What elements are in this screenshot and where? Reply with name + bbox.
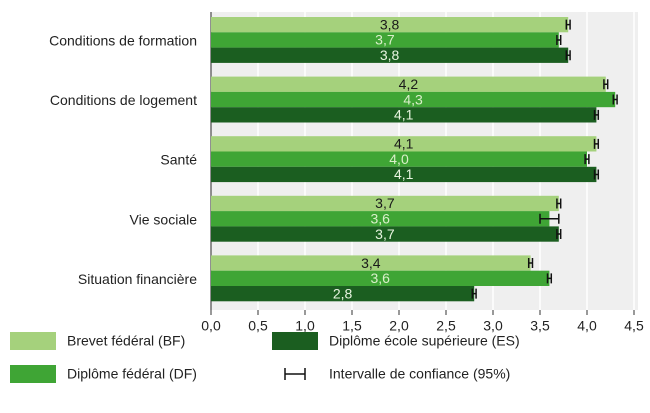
- value-label: 3,4: [361, 255, 381, 271]
- value-label: 3,7: [375, 226, 395, 242]
- error-bar: [593, 169, 600, 180]
- legend-label: Diplôme école supérieure (ES): [329, 333, 520, 349]
- value-label: 4,1: [394, 136, 414, 152]
- error-bar: [556, 198, 562, 209]
- error-bar: [603, 79, 609, 90]
- bar: [211, 151, 587, 167]
- category-label: Situation financière: [78, 271, 197, 287]
- error-bar: [593, 109, 600, 120]
- bar: [211, 255, 531, 271]
- value-label: 4,3: [403, 91, 423, 107]
- value-label: 4,2: [399, 76, 419, 92]
- value-label: 3,8: [380, 47, 400, 63]
- error-bar: [546, 273, 553, 284]
- error-bar: [527, 258, 534, 269]
- x-tick-label: 3,5: [530, 318, 550, 334]
- bar: [211, 166, 597, 183]
- error-bar: [565, 19, 571, 30]
- bar: [211, 91, 616, 108]
- legend-label: Diplôme fédéral (DF): [67, 366, 197, 382]
- error-bar: [593, 138, 600, 149]
- x-tick-label: 1,5: [342, 318, 362, 334]
- x-tick-label: 4,0: [577, 318, 597, 334]
- error-bar: [584, 154, 590, 165]
- legend-swatch: [272, 332, 318, 350]
- value-label: 3,7: [375, 195, 395, 211]
- legend-label: Brevet fédéral (BF): [67, 333, 185, 349]
- x-tick-label: 2,0: [389, 318, 409, 334]
- value-label: 3,7: [375, 32, 395, 48]
- value-label: 4,1: [394, 107, 414, 123]
- bar: [211, 107, 597, 123]
- error-bar: [539, 213, 560, 224]
- error-bar: [471, 288, 477, 299]
- category-label: Conditions de formation: [49, 33, 197, 49]
- value-label: 3,8: [380, 16, 400, 32]
- category-label: Conditions de logement: [50, 92, 197, 108]
- bar: [211, 32, 559, 48]
- category-label: Santé: [160, 152, 197, 168]
- bar: [211, 226, 559, 242]
- value-label: 4,1: [394, 166, 414, 182]
- bar: [211, 195, 559, 212]
- x-tick-label: 1,0: [295, 318, 315, 334]
- bar: [211, 211, 550, 227]
- error-bar: [612, 94, 618, 105]
- legend-swatch: [10, 332, 56, 350]
- error-bar: [556, 34, 562, 45]
- error-bar: [556, 229, 562, 240]
- category-label: Vie sociale: [130, 211, 198, 227]
- error-bar: [565, 50, 571, 61]
- bar: [211, 47, 569, 63]
- legend-swatch: [10, 365, 56, 383]
- legend-label: Intervalle de confiance (95%): [329, 366, 510, 382]
- bar: [211, 17, 569, 33]
- value-label: 3,6: [370, 270, 390, 286]
- bar: [211, 136, 597, 152]
- value-label: 2,8: [333, 285, 353, 301]
- value-label: 4,0: [389, 151, 409, 167]
- x-tick-label: 3,0: [483, 318, 503, 334]
- x-tick-label: 0,5: [248, 318, 268, 334]
- bar: [211, 76, 606, 92]
- legend-error-icon: [284, 368, 306, 380]
- bar: [211, 286, 475, 302]
- bar: [211, 270, 550, 286]
- x-tick-label: 0,0: [201, 318, 221, 334]
- x-tick-label: 4,5: [624, 318, 644, 334]
- x-tick-label: 2,5: [436, 318, 456, 334]
- value-label: 3,6: [370, 210, 390, 226]
